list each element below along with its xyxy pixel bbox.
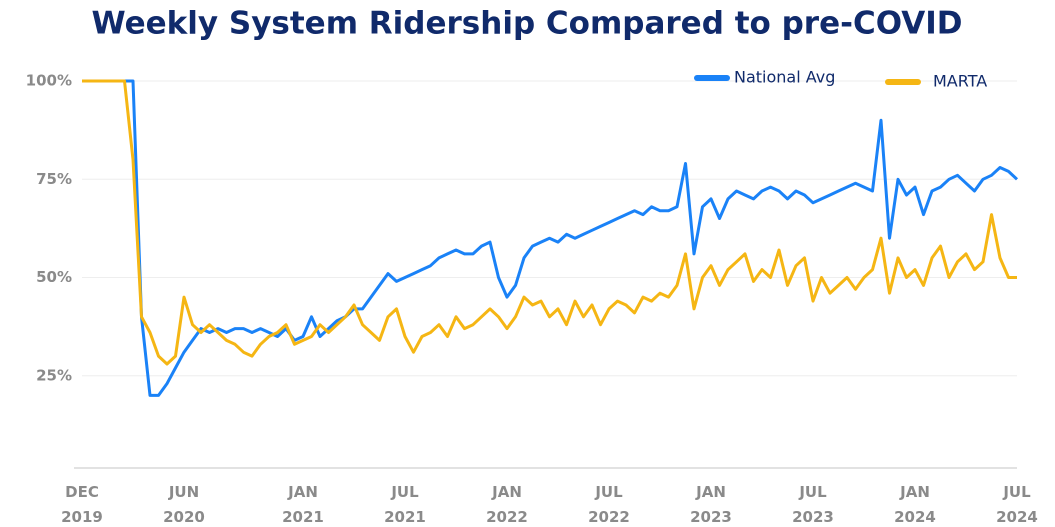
x-tick-label-line: JUL [390, 483, 419, 501]
x-tick-label-line: JUL [594, 483, 623, 501]
x-tick-label-line: 2023 [792, 508, 834, 526]
x-tick-label-line: 2022 [588, 508, 630, 526]
x-tick-label: JAN 2022 [486, 483, 528, 526]
legend-label: MARTA [933, 72, 987, 91]
x-tick-label-line: 2019 [61, 508, 103, 526]
x-tick-label-line: JUL [798, 483, 827, 501]
x-tick-label: JUN 2020 [163, 483, 205, 526]
x-tick-label-line: 2024 [996, 508, 1038, 526]
x-tick-label-line: DEC [65, 483, 99, 501]
y-tick-label: 100% [26, 72, 72, 90]
series-line [82, 79, 1019, 397]
x-tick-label-line: 2021 [282, 508, 324, 526]
x-tick-label: JAN 2023 [690, 483, 732, 526]
x-tick-label: JUL 2024 [996, 483, 1038, 526]
x-tick-label-line: JAN [695, 483, 726, 501]
x-tick-label-line: JUL [1002, 483, 1031, 501]
x-tick-label-line: 2022 [486, 508, 528, 526]
y-tick-label: 75% [36, 170, 72, 188]
x-tick-label-line: 2024 [894, 508, 936, 526]
chart-title: Weekly System Ridership Compared to pre-… [92, 6, 963, 42]
x-tick-label: JAN 2021 [282, 483, 324, 526]
series-line [82, 79, 1017, 366]
x-tick-label: JUL 2023 [792, 483, 834, 526]
x-tick-label: JUL 2021 [384, 483, 426, 526]
legend-label: National Avg [734, 68, 835, 87]
x-tick-label: JUL 2022 [588, 483, 630, 526]
x-tick-label-line: JAN [899, 483, 930, 501]
x-tick-label-line: JAN [491, 483, 522, 501]
x-tick-label-line: 2021 [384, 508, 426, 526]
y-tick-label: 50% [36, 268, 72, 286]
x-tick-label: JAN 2024 [894, 483, 936, 526]
x-tick-label-line: 2020 [163, 508, 205, 526]
x-tick-label: DEC 2019 [61, 483, 103, 526]
x-tick-label-line: 2023 [690, 508, 732, 526]
y-tick-label: 25% [36, 366, 72, 384]
x-tick-label-line: JAN [287, 483, 318, 501]
x-tick-label-line: JUN [168, 483, 199, 501]
